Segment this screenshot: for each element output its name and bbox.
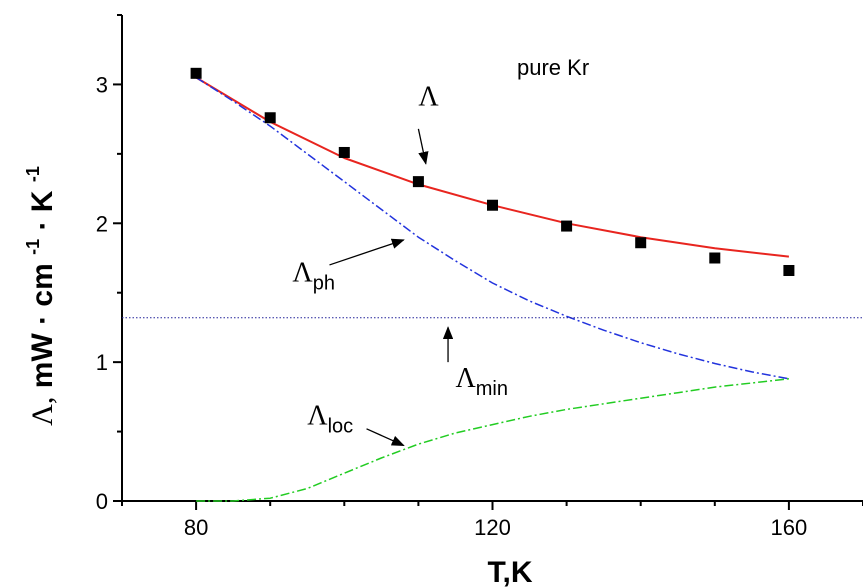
annotation-ph-label: Λph [292, 258, 335, 295]
x-tick-label: 80 [184, 515, 208, 540]
data-point-marker [412, 176, 424, 188]
series-layer [122, 76, 863, 502]
markers-layer [190, 67, 795, 276]
annotation-loc-label: Λloc [307, 401, 353, 438]
series-line-- [195, 76, 790, 258]
y-tick-label: 2 [96, 211, 108, 236]
y-axis-exp-1: -1 [23, 239, 43, 255]
y-tick-label: 0 [96, 489, 108, 514]
data-point-marker [635, 237, 647, 249]
y-axis-symbol: Λ, [26, 397, 59, 426]
series-line--loc [196, 378, 789, 502]
annotation-total-label: Λ [418, 81, 439, 112]
annotation-total-symbol: Λ [418, 81, 439, 112]
series-line--ph [195, 76, 790, 380]
annotation-loc-subscript: loc [328, 416, 354, 438]
annotation-min-symbol: Λ [455, 363, 476, 394]
annotation-ph-subscript: ph [313, 273, 335, 295]
annotation-ph-symbol: Λ [292, 258, 313, 289]
y-tick-label: 1 [96, 350, 108, 375]
data-point-marker [561, 220, 573, 232]
annotation-min-subscript: min [476, 378, 508, 400]
y-axis-title: Λ, mW · cm -1 · K -1 [13, 166, 59, 426]
y-tick-label: 3 [96, 72, 108, 97]
data-point-marker [487, 199, 498, 211]
data-point-marker [783, 264, 795, 276]
y-axis-unit-1: mW · cm [26, 263, 59, 388]
axes: 80 120 160 0 1 2 3 [96, 14, 863, 540]
annotation-loc-symbol: Λ [307, 401, 328, 432]
x-tick-label: 160 [771, 515, 808, 540]
data-point-marker [338, 146, 350, 158]
y-axis-unit-2: · K [26, 190, 59, 230]
chart-title: pure Kr [517, 55, 589, 80]
annotation-loc-arrow [366, 428, 405, 447]
annotation-min-label: Λmin [455, 363, 508, 400]
x-tick-label: 120 [474, 515, 511, 540]
y-axis-exp-2: -1 [23, 166, 43, 182]
data-point-marker [190, 67, 202, 79]
annotation-ph-arrow [329, 238, 405, 266]
annotation-total-arrow [417, 128, 429, 165]
x-axis-title: T,K [488, 556, 533, 588]
data-point-marker [709, 252, 721, 264]
data-point-marker [264, 112, 276, 124]
